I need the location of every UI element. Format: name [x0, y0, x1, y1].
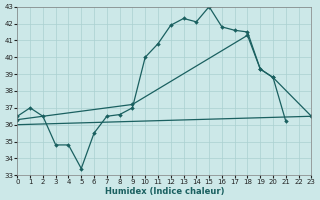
X-axis label: Humidex (Indice chaleur): Humidex (Indice chaleur) — [105, 187, 224, 196]
